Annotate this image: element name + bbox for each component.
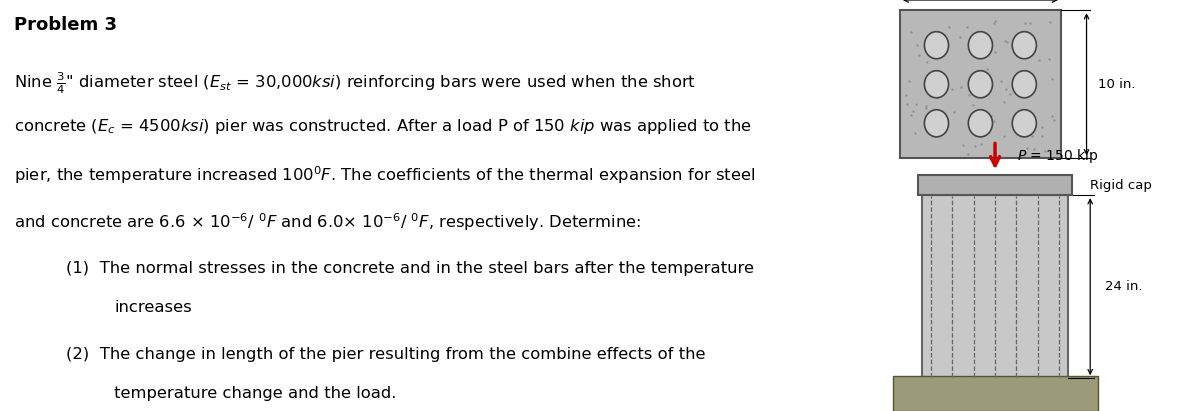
Text: Nine $\mathregular{\frac{3}{4}}$" diameter steel ($\mathit{E}_{st}$ = 30,000$\ma: Nine $\mathregular{\frac{3}{4}}$" diamet… [14,70,696,96]
Circle shape [1013,110,1037,137]
Text: Problem 3: Problem 3 [14,16,118,35]
Bar [922,195,1068,378]
Text: and concrete are 6.6 $\times$ 10$^{-6}$/ $^0\mathit{F}$ and 6.0$\times$ 10$^{-6}: and concrete are 6.6 $\times$ 10$^{-6}$/… [14,212,642,233]
Text: temperature change and the load.: temperature change and the load. [114,386,396,401]
Text: 24 in.: 24 in. [1105,280,1142,293]
Text: (2)  The change in length of the pier resulting from the combine effects of the: (2) The change in length of the pier res… [66,347,706,363]
Text: pier, the temperature increased 100$^0\mathit{F}$. The coefficients of the therm: pier, the temperature increased 100$^0\m… [14,164,756,186]
Circle shape [968,71,992,98]
Bar [900,10,1061,158]
Text: $\mathit{P}$ = 150 kip: $\mathit{P}$ = 150 kip [1018,148,1099,165]
Text: (1)  The normal stresses in the concrete and in the steel bars after the tempera: (1) The normal stresses in the concrete … [66,261,754,276]
Circle shape [968,110,992,137]
Circle shape [924,71,948,98]
Circle shape [924,110,948,137]
Text: concrete ($\mathit{E}_c$ = 4500$\mathit{ksi}$) pier was constructed. After a loa: concrete ($\mathit{E}_c$ = 4500$\mathit{… [14,117,752,136]
Circle shape [968,32,992,59]
Circle shape [924,32,948,59]
Text: 10 in.: 10 in. [1098,78,1135,91]
Text: Rigid cap: Rigid cap [1090,179,1152,192]
Bar [893,376,1098,411]
Bar [918,175,1072,195]
Text: increases: increases [114,300,192,315]
Circle shape [1013,71,1037,98]
Circle shape [1013,32,1037,59]
